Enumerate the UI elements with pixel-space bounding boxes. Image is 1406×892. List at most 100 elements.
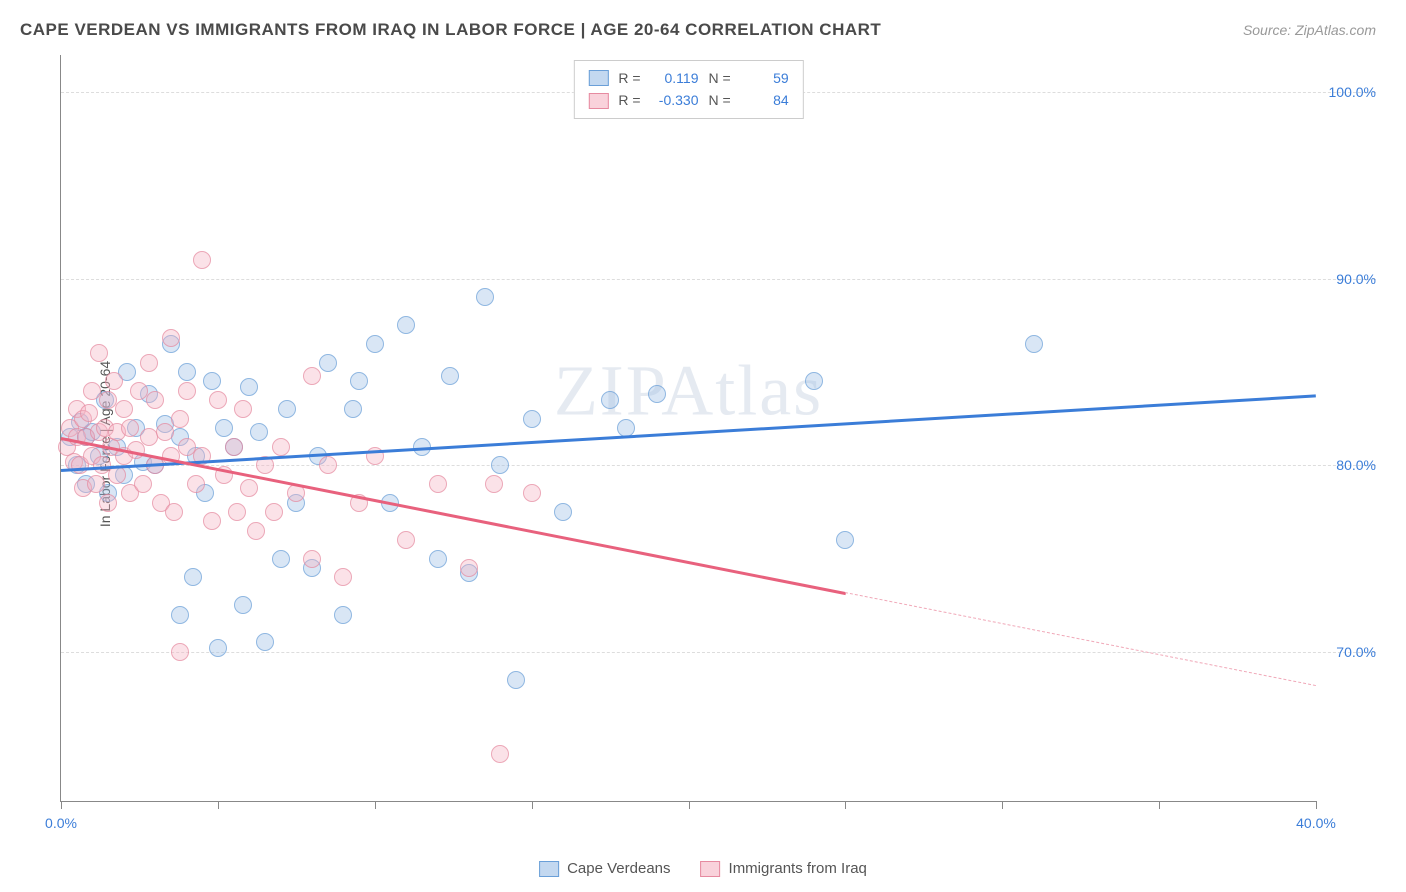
scatter-point [225, 438, 243, 456]
scatter-point [115, 400, 133, 418]
legend-label: Cape Verdeans [567, 860, 670, 877]
y-tick-label: 90.0% [1321, 271, 1376, 287]
scatter-point [140, 354, 158, 372]
scatter-point [805, 372, 823, 390]
scatter-point [234, 400, 252, 418]
scatter-point [90, 344, 108, 362]
r-value-1: 0.119 [651, 67, 699, 89]
x-tick [1316, 801, 1317, 809]
legend-item-cape-verdeans: Cape Verdeans [539, 860, 670, 877]
y-tick-label: 100.0% [1321, 84, 1376, 100]
scatter-point [491, 456, 509, 474]
scatter-point [397, 531, 415, 549]
chart-header: CAPE VERDEAN VS IMMIGRANTS FROM IRAQ IN … [0, 0, 1406, 50]
scatter-point [523, 410, 541, 428]
scatter-point [491, 745, 509, 763]
scatter-point [507, 671, 525, 689]
x-tick-label: 40.0% [1296, 815, 1336, 831]
scatter-point [165, 503, 183, 521]
scatter-point [523, 484, 541, 502]
n-value-2: 84 [741, 89, 789, 111]
x-tick [218, 801, 219, 809]
scatter-point [303, 367, 321, 385]
scatter-point [303, 550, 321, 568]
scatter-point [178, 382, 196, 400]
scatter-point [397, 316, 415, 334]
scatter-point [209, 639, 227, 657]
r-label: R = [618, 67, 640, 89]
scatter-point [99, 494, 117, 512]
scatter-point [87, 475, 105, 493]
chart-container: In Labor Force | Age 20-64 R = 0.119 N =… [60, 55, 1376, 832]
scatter-point [441, 367, 459, 385]
legend-swatch-blue [539, 861, 559, 877]
legend-swatch-blue [588, 70, 608, 86]
scatter-point [171, 410, 189, 428]
scatter-point [601, 391, 619, 409]
scatter-point [234, 596, 252, 614]
scatter-point [203, 372, 221, 390]
scatter-point [203, 512, 221, 530]
scatter-point [187, 475, 205, 493]
legend-item-immigrants-iraq: Immigrants from Iraq [701, 860, 867, 877]
scatter-point [256, 633, 274, 651]
plot-area: R = 0.119 N = 59 R = -0.330 N = 84 ZIPAt… [60, 55, 1316, 802]
r-value-2: -0.330 [651, 89, 699, 111]
scatter-point [648, 385, 666, 403]
scatter-point [1025, 335, 1043, 353]
scatter-point [247, 522, 265, 540]
gridline [61, 652, 1376, 653]
scatter-point [156, 423, 174, 441]
scatter-point [162, 329, 180, 347]
scatter-point [250, 423, 268, 441]
scatter-point [240, 479, 258, 497]
scatter-point [485, 475, 503, 493]
scatter-point [171, 606, 189, 624]
scatter-point [344, 400, 362, 418]
legend-swatch-pink [588, 93, 608, 109]
scatter-point [836, 531, 854, 549]
x-tick [1159, 801, 1160, 809]
n-label: N = [709, 67, 731, 89]
trend-line-extrapolated [845, 592, 1316, 686]
scatter-point [554, 503, 572, 521]
scatter-point [80, 404, 98, 422]
scatter-point [429, 475, 447, 493]
legend-label: Immigrants from Iraq [729, 860, 867, 877]
r-label: R = [618, 89, 640, 111]
source-attribution: Source: ZipAtlas.com [1243, 22, 1376, 38]
x-tick-label: 0.0% [45, 815, 77, 831]
scatter-point [134, 475, 152, 493]
scatter-point [272, 438, 290, 456]
y-tick-label: 80.0% [1321, 457, 1376, 473]
scatter-point [429, 550, 447, 568]
scatter-point [350, 372, 368, 390]
scatter-point [228, 503, 246, 521]
scatter-point [209, 391, 227, 409]
x-tick [689, 801, 690, 809]
correlation-legend-row-2: R = -0.330 N = 84 [588, 89, 788, 111]
correlation-legend: R = 0.119 N = 59 R = -0.330 N = 84 [573, 60, 803, 119]
x-tick [375, 801, 376, 809]
scatter-point [334, 568, 352, 586]
x-tick [61, 801, 62, 809]
scatter-point [460, 559, 478, 577]
scatter-point [319, 456, 337, 474]
scatter-point [476, 288, 494, 306]
scatter-point [366, 335, 384, 353]
scatter-point [334, 606, 352, 624]
chart-title: CAPE VERDEAN VS IMMIGRANTS FROM IRAQ IN … [20, 20, 881, 40]
n-label: N = [709, 89, 731, 111]
x-tick [532, 801, 533, 809]
scatter-point [319, 354, 337, 372]
scatter-point [278, 400, 296, 418]
scatter-point [171, 643, 189, 661]
n-value-1: 59 [741, 67, 789, 89]
scatter-point [121, 419, 139, 437]
series-legend: Cape Verdeans Immigrants from Iraq [539, 860, 867, 877]
watermark: ZIPAtlas [554, 349, 823, 432]
scatter-point [146, 391, 164, 409]
gridline [61, 279, 1376, 280]
scatter-point [105, 372, 123, 390]
y-tick-label: 70.0% [1321, 644, 1376, 660]
